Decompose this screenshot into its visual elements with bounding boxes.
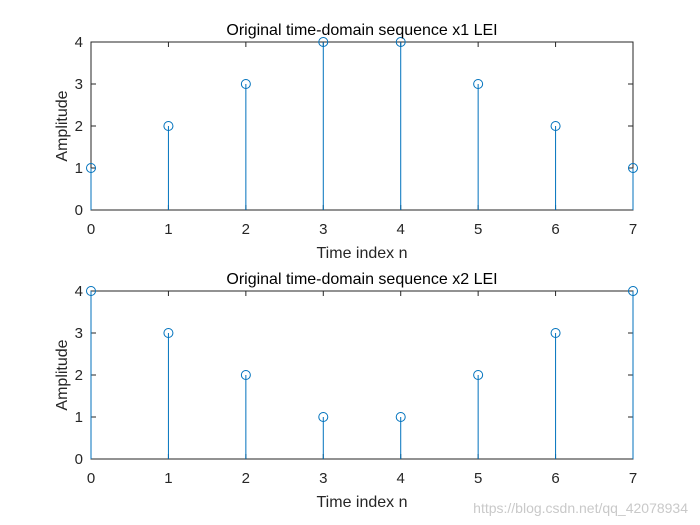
chart2-xtick-label: 7 [629, 470, 637, 487]
chart1-xtick-label: 2 [242, 221, 250, 238]
chart1-xtick-label: 6 [551, 221, 559, 238]
chart1-stem-marker [550, 121, 561, 131]
chart1-xtick-label: 0 [87, 221, 95, 238]
chart2-axes-box [90, 290, 634, 460]
chart2-xtick-label: 1 [164, 470, 172, 487]
chart1-ytick-label: 3 [75, 76, 83, 93]
chart1-ylabel: Amplitude [54, 90, 71, 161]
chart1-ytick-label: 2 [75, 118, 83, 135]
chart2-stem-marker [628, 286, 638, 296]
chart2-ytick-label: 1 [75, 409, 83, 426]
chart2-stem-marker [240, 370, 251, 380]
chart2-stem-marker [86, 286, 96, 296]
chart2-stem-marker [395, 412, 406, 422]
chart1-stem-marker [473, 79, 484, 89]
chart1-axes-box [90, 41, 634, 211]
chart1-ytick-label: 0 [75, 202, 83, 219]
chart2-xtick-label: 0 [87, 470, 95, 487]
chart2-stem-marker [473, 370, 484, 380]
chart2-xtick-label: 2 [242, 470, 250, 487]
chart2-ylabel: Amplitude [54, 339, 71, 410]
chart1-stem-marker [395, 37, 406, 47]
chart1-ytick-label: 4 [75, 34, 83, 51]
chart2-stem-marker [318, 412, 329, 422]
chart2-stem-marker [550, 328, 561, 338]
chart1-xtick-label: 1 [164, 221, 172, 238]
chart2-xtick-label: 4 [397, 470, 405, 487]
chart1-title: Original time-domain sequence x1 LEI [226, 22, 497, 39]
chart2-ytick-label: 0 [75, 451, 83, 468]
watermark-text: https://blog.csdn.net/qq_42078934 [473, 500, 688, 516]
chart1-ytick-label: 1 [75, 160, 83, 177]
chart2-ytick-label: 3 [75, 325, 83, 342]
chart1-stem-marker [240, 79, 251, 89]
chart1-stem-marker [86, 163, 96, 173]
chart1-xtick-label: 3 [319, 221, 327, 238]
chart2-title: Original time-domain sequence x2 LEI [226, 271, 497, 288]
chart2-xtick-label: 5 [474, 470, 482, 487]
chart2-ytick-label: 2 [75, 367, 83, 384]
chart1-stem-marker [318, 37, 329, 47]
chart1-stem-marker [628, 163, 638, 173]
chart2-ytick-label: 4 [75, 283, 83, 300]
chart1-xtick-label: 5 [474, 221, 482, 238]
chart1-xtick-label: 4 [397, 221, 405, 238]
chart2-xtick-label: 6 [551, 470, 559, 487]
chart2-xtick-label: 3 [319, 470, 327, 487]
chart2-stem-marker [163, 328, 174, 338]
chart1-xlabel: Time index n [317, 245, 408, 262]
chart2-xlabel: Time index n [317, 494, 408, 511]
chart1-xtick-label: 7 [629, 221, 637, 238]
chart1-stem-marker [163, 121, 174, 131]
